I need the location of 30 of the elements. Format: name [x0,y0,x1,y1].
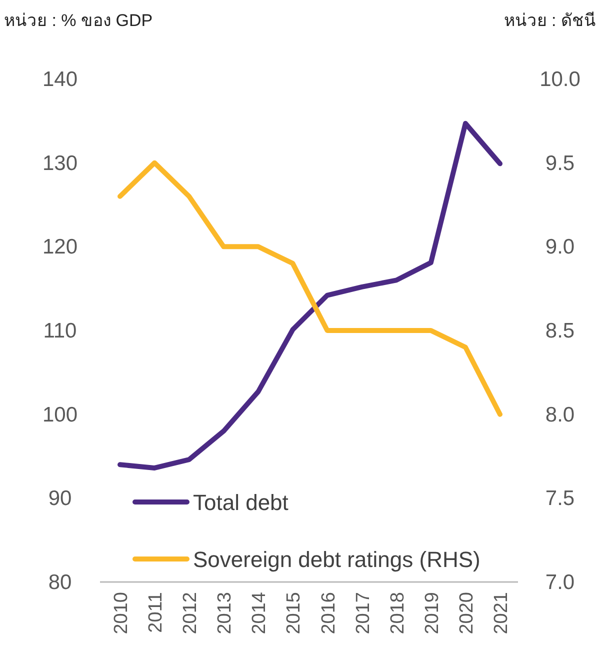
x-tick-label: 2011 [146,592,167,633]
y-tick-label: 90 [48,487,72,510]
y-tick-label: 100 [42,403,78,426]
x-tick-label: 2019 [422,592,443,634]
x-tick-label: 2014 [249,592,270,634]
x-tick-label: 2012 [180,592,202,634]
y2-tick-label: 9.5 [545,152,575,175]
y2-tick-label: 10.0 [540,68,580,91]
x-tick-label: 2013 [214,592,236,634]
y-tick-label: 80 [48,571,72,594]
x-tick-label: 2018 [387,592,408,634]
y-tick-label: 110 [43,320,77,342]
x-tick-label: 2015 [284,592,305,634]
x-tick-label: 2021 [491,592,512,634]
legend-label: Sovereign debt ratings (RHS) [193,547,480,572]
y-tick-label: 140 [42,68,78,91]
legend-label: Total debt [193,490,288,515]
y-axis-title: หน่วย : % ของ GDP [4,11,153,30]
y2-axis-title: หน่วย : ดัชนี [504,11,596,30]
y-tick-label: 130 [42,152,78,175]
y2-tick-label: 9.0 [545,236,575,259]
x-tick-label: 2020 [456,592,478,634]
y-tick-label: 120 [42,236,78,259]
y2-tick-label: 7.0 [545,571,575,594]
y2-tick-label: 8.5 [545,320,575,342]
x-tick-label: 2010 [111,592,132,634]
x-tick-label: 2017 [352,592,374,634]
y2-tick-label: 7.5 [545,487,575,510]
x-tick-label: 2016 [318,592,340,634]
y2-tick-label: 8.0 [545,403,575,426]
